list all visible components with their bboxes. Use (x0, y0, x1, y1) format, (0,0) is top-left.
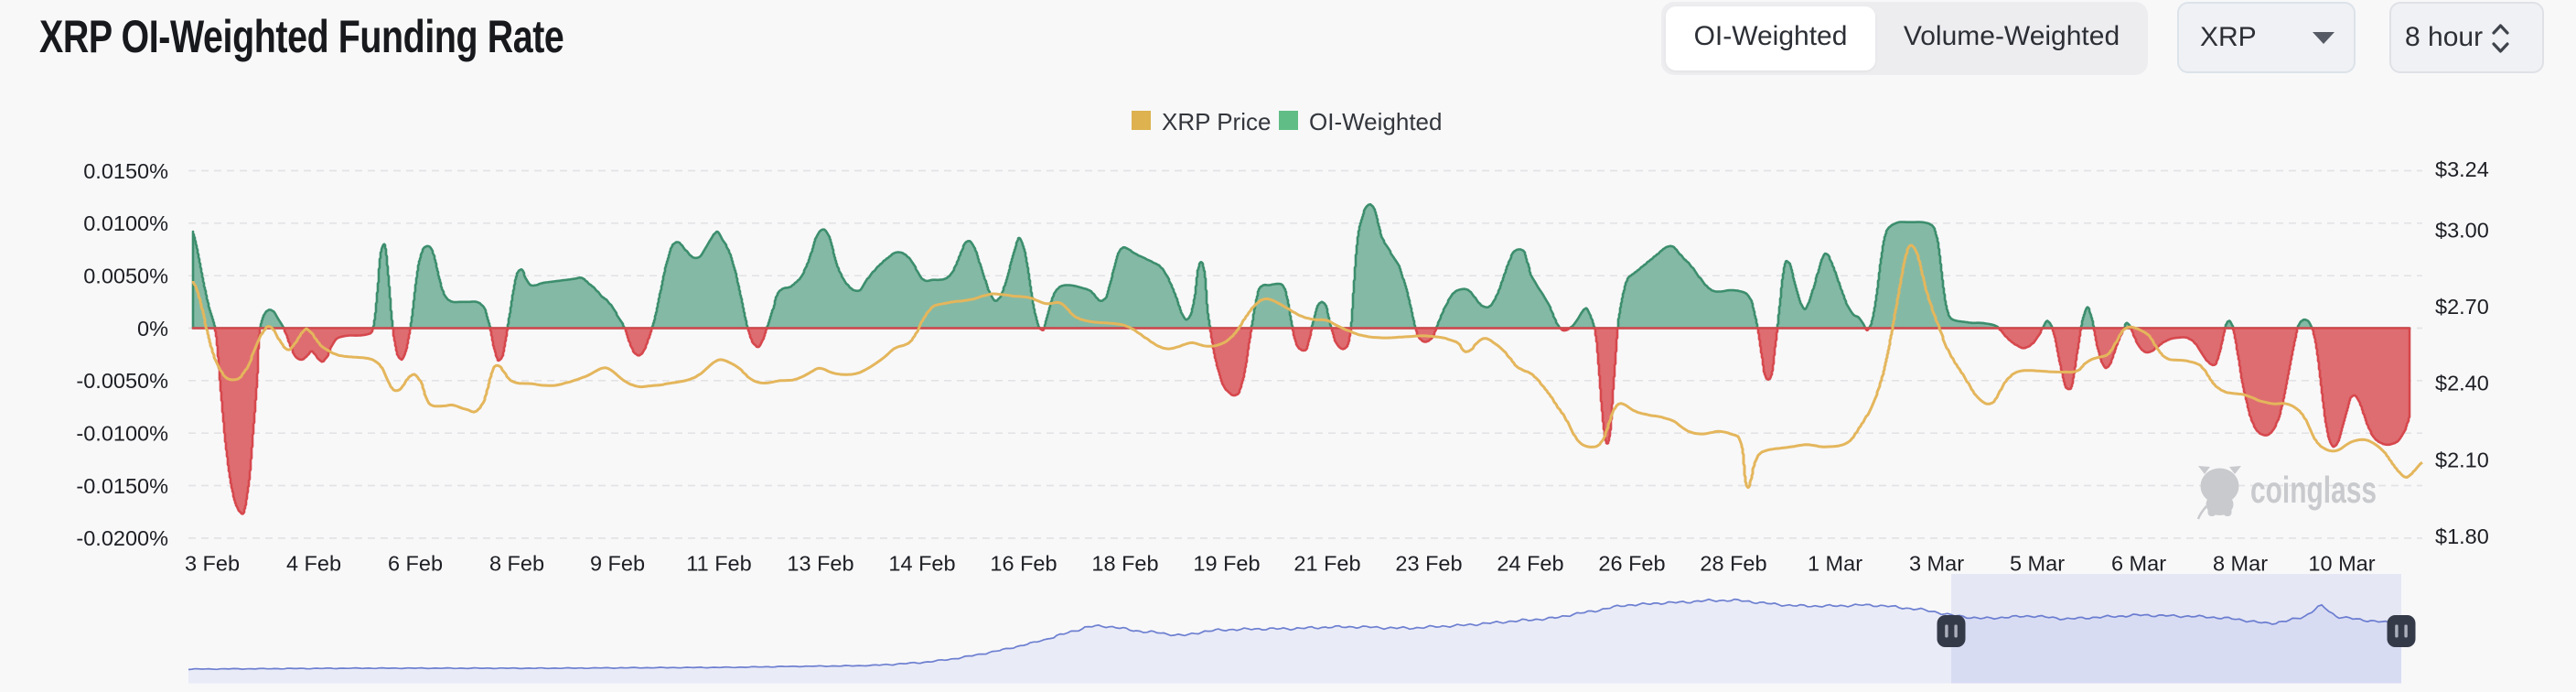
svg-text:8 Mar: 8 Mar (2213, 552, 2268, 576)
svg-text:$1.80: $1.80 (2435, 524, 2489, 548)
svg-text:0.0050%: 0.0050% (83, 265, 168, 288)
svg-text:3 Mar: 3 Mar (1909, 552, 1964, 576)
svg-text:28 Feb: 28 Feb (1700, 552, 1766, 576)
svg-text:-0.0150%: -0.0150% (76, 474, 168, 498)
svg-text:8 Feb: 8 Feb (489, 552, 544, 576)
svg-text:9 Feb: 9 Feb (590, 552, 645, 576)
svg-text:-0.0100%: -0.0100% (76, 422, 168, 446)
svg-text:1 Mar: 1 Mar (1808, 552, 1862, 576)
svg-text:$2.70: $2.70 (2435, 295, 2489, 319)
svg-text:5 Mar: 5 Mar (2010, 552, 2065, 576)
svg-text:23 Feb: 23 Feb (1395, 552, 1462, 576)
svg-text:19 Feb: 19 Feb (1193, 552, 1260, 576)
svg-text:0.0150%: 0.0150% (83, 159, 168, 183)
svg-text:11 Feb: 11 Feb (686, 552, 751, 576)
svg-text:$3.00: $3.00 (2435, 219, 2489, 243)
svg-text:14 Feb: 14 Feb (888, 552, 955, 576)
svg-text:$2.40: $2.40 (2435, 372, 2489, 395)
svg-text:3 Feb: 3 Feb (185, 552, 240, 576)
svg-text:24 Feb: 24 Feb (1497, 552, 1563, 576)
svg-text:0%: 0% (137, 317, 168, 341)
svg-text:-0.0050%: -0.0050% (76, 369, 168, 393)
svg-text:$2.10: $2.10 (2435, 448, 2489, 471)
svg-text:6 Feb: 6 Feb (388, 552, 443, 576)
svg-text:21 Feb: 21 Feb (1293, 552, 1360, 576)
svg-text:$3.24: $3.24 (2435, 157, 2489, 181)
svg-text:coinglass: coinglass (2250, 469, 2377, 511)
svg-text:26 Feb: 26 Feb (1598, 552, 1665, 576)
svg-text:4 Feb: 4 Feb (286, 552, 341, 576)
svg-text:6 Mar: 6 Mar (2111, 552, 2166, 576)
svg-text:0.0100%: 0.0100% (83, 211, 168, 235)
svg-text:10 Mar: 10 Mar (2308, 552, 2375, 576)
svg-text:18 Feb: 18 Feb (1091, 552, 1158, 576)
svg-text:16 Feb: 16 Feb (990, 552, 1057, 576)
svg-text:-0.0200%: -0.0200% (76, 526, 168, 550)
svg-text:13 Feb: 13 Feb (787, 552, 853, 576)
